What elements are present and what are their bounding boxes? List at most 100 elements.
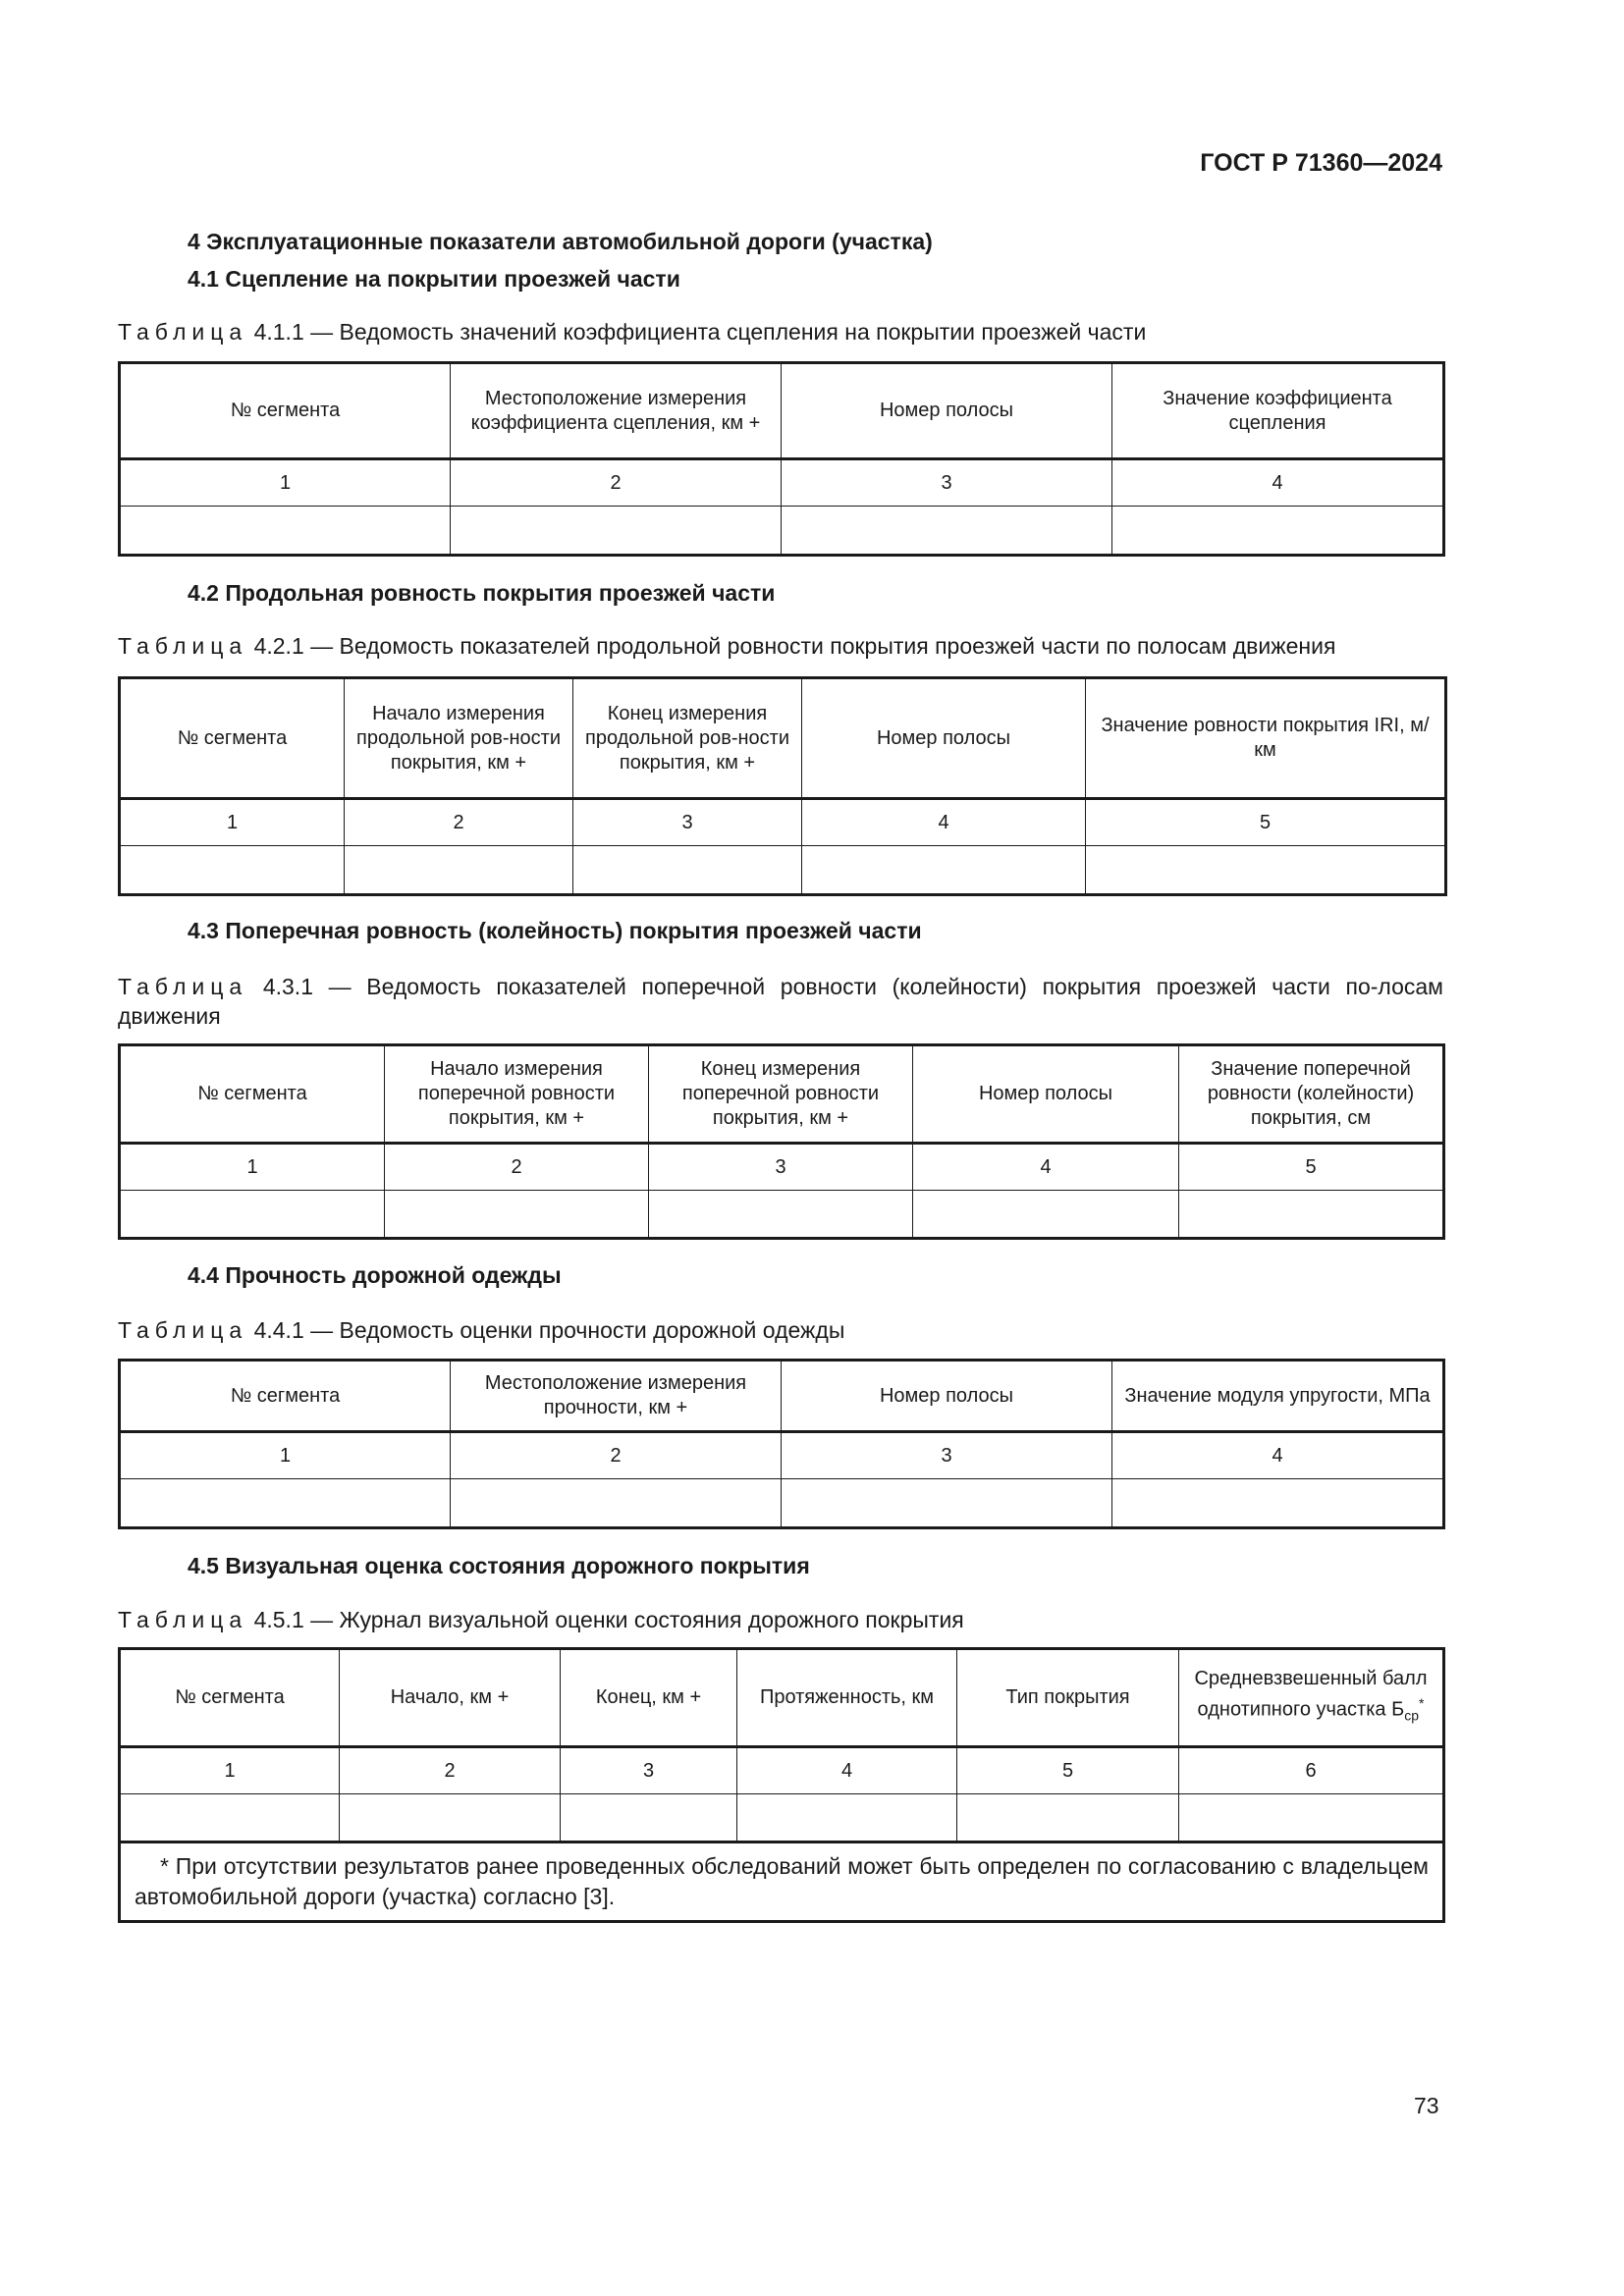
number-cell: 2 [450,1431,782,1479]
table-header-row: № сегмента Местоположение измерения проч… [119,1360,1444,1433]
header-cell: Протяженность, км [736,1648,957,1748]
empty-row [119,1478,1444,1528]
empty-cell [1111,506,1444,556]
number-cell: 1 [119,1143,385,1191]
number-cell: 4 [1111,458,1444,507]
caption-prefix: Таблица [118,974,248,999]
table-caption: Таблица 4.2.1 — Ведомость показателей пр… [118,631,1443,661]
header-cell: Значение поперечной ровности (колейности… [1178,1044,1444,1145]
caption-text: 4.1.1 — Ведомость значений коэффициента … [253,319,1147,345]
number-cell: 1 [119,458,451,507]
header-cell: Номер полосы [781,362,1112,460]
number-cell: 3 [560,1746,737,1794]
column-number-row: 1 2 3 4 [119,458,1444,507]
empty-cell [1178,1793,1444,1842]
subsection-heading: 4.1 Сцепление на покрытии проезжей части [188,266,680,292]
caption-text: 4.2.1 — Ведомость показателей продольной… [253,633,1336,659]
number-cell: 4 [801,798,1086,846]
empty-cell [781,506,1112,556]
empty-cell [1085,845,1446,895]
empty-cell [450,506,782,556]
caption-prefix: Таблица [118,1317,248,1343]
number-cell: 4 [736,1746,957,1794]
document-id: ГОСТ Р 71360—2024 [1200,149,1442,177]
table-4-4-1: № сегмента Местоположение измерения проч… [118,1359,1445,1529]
header-cell: Номер полосы [912,1044,1179,1145]
caption-text: 4.5.1 — Журнал визуальной оценки состоян… [253,1607,964,1632]
empty-cell [736,1793,957,1842]
footnote-row: * При отсутствии результатов ранее прове… [119,1841,1444,1922]
column-number-row: 1 2 3 4 5 [119,1143,1444,1191]
header-cell: Значение коэффициента сцепления [1111,362,1444,460]
empty-cell [119,1478,451,1528]
number-cell: 1 [119,1746,340,1794]
table-4-2-1: № сегмента Начало измерения продольной р… [118,676,1447,896]
number-cell: 5 [956,1746,1179,1794]
header-cell: Номер полосы [781,1360,1112,1433]
number-cell: 3 [781,458,1112,507]
header-cell: Конец измерения поперечной ровности покр… [648,1044,913,1145]
header-cell: № сегмента [119,677,345,800]
number-cell: 3 [648,1143,913,1191]
number-cell: 1 [119,798,345,846]
caption-text: 4.4.1 — Ведомость оценки прочности дорож… [253,1317,845,1343]
header-cell: Местоположение измерения коэффициента сц… [450,362,782,460]
number-cell: 2 [339,1746,561,1794]
number-cell: 6 [1178,1746,1444,1794]
empty-cell [119,1190,385,1239]
subsection-heading: 4.3 Поперечная ровность (колейность) пок… [188,918,922,943]
table-caption: Таблица 4.4.1 — Ведомость оценки прочнос… [118,1315,1443,1345]
empty-cell [450,1478,782,1528]
caption-text: 4.3.1 — Ведомость показателей поперечной… [118,974,1443,1029]
empty-cell [339,1793,561,1842]
empty-cell [1111,1478,1444,1528]
number-cell: 5 [1085,798,1446,846]
empty-cell [648,1190,913,1239]
number-cell: 5 [1178,1143,1444,1191]
empty-cell [912,1190,1179,1239]
header-cell: № сегмента [119,362,451,460]
empty-row [119,1190,1444,1239]
column-number-row: 1 2 3 4 5 6 [119,1746,1444,1794]
caption-prefix: Таблица [118,633,248,659]
empty-row [119,845,1446,895]
table-footnote: * При отсутствии результатов ранее прове… [119,1841,1444,1922]
table-header-row: № сегмента Начало измерения поперечной р… [119,1044,1444,1145]
empty-cell [384,1190,649,1239]
header-cell: Значение модуля упругости, МПа [1111,1360,1444,1433]
table-header-row: № сегмента Местоположение измерения коэф… [119,362,1444,460]
subsection-heading: 4.5 Визуальная оценка состояния дорожног… [188,1553,810,1578]
table-4-5-1: № сегмента Начало, км + Конец, км + Прот… [118,1647,1445,1923]
number-cell: 1 [119,1431,451,1479]
header-cell: Номер полосы [801,677,1086,800]
column-number-row: 1 2 3 4 5 [119,798,1446,846]
number-cell: 3 [572,798,802,846]
table-caption: Таблица 4.1.1 — Ведомость значений коэфф… [118,317,1443,347]
empty-cell [119,506,451,556]
empty-row [119,506,1444,556]
footnote-mark: * [1419,1695,1425,1712]
table-caption: Таблица 4.3.1 — Ведомость показателей по… [118,972,1443,1031]
number-cell: 4 [1111,1431,1444,1479]
header-cell: Начало измерения продольной ров-ности по… [344,677,573,800]
page-number: 73 [1414,2093,1439,2118]
header-cell: № сегмента [119,1044,385,1145]
column-number-row: 1 2 3 4 [119,1431,1444,1479]
number-cell: 4 [912,1143,1179,1191]
header-cell: Значение ровности покрытия IRI, м/км [1085,677,1446,800]
empty-cell [344,845,573,895]
header-cell: № сегмента [119,1648,340,1748]
empty-cell [119,845,345,895]
header-cell: Конец, км + [560,1648,737,1748]
header-cell: Начало, км + [339,1648,561,1748]
empty-row [119,1793,1444,1842]
header-cell: Средневзвешенный балл однотипного участк… [1178,1648,1444,1748]
subscript: ср [1404,1707,1419,1724]
number-cell: 2 [384,1143,649,1191]
section-heading: 4 Эксплуатационные показатели автомобиль… [188,229,933,254]
empty-cell [119,1793,340,1842]
table-4-1-1: № сегмента Местоположение измерения коэф… [118,361,1445,557]
table-header-row: № сегмента Начало, км + Конец, км + Прот… [119,1648,1444,1748]
number-cell: 2 [344,798,573,846]
header-cell: № сегмента [119,1360,451,1433]
